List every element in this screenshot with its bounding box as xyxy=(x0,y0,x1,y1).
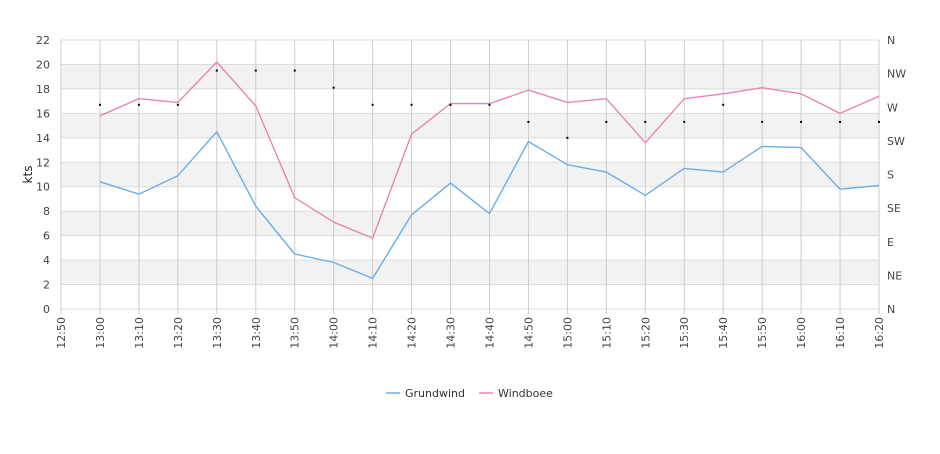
x-tick-label: 14:10 xyxy=(367,317,380,349)
x-tick-label: 15:00 xyxy=(561,317,574,349)
y2-tick-label: SW xyxy=(887,135,905,148)
direction-marker xyxy=(605,120,608,123)
y-tick-label: 10 xyxy=(36,181,50,194)
grid-band xyxy=(61,113,879,138)
y-tick-label: 14 xyxy=(36,132,50,145)
legend: Grundwind Windboee xyxy=(386,387,553,400)
x-tick-label: 13:00 xyxy=(94,317,107,349)
direction-marker xyxy=(410,103,413,106)
x-tick-label: 12:50 xyxy=(55,317,68,349)
y-tick-label: 8 xyxy=(43,205,50,218)
direction-marker xyxy=(761,120,764,123)
y-axis-ticks: 0 2 4 6 8 10 12 14 16 18 20 22 xyxy=(36,34,50,316)
x-tick-label: 15:20 xyxy=(639,317,652,349)
y-tick-label: 16 xyxy=(36,107,50,120)
y-tick-label: 12 xyxy=(36,156,50,169)
y-tick-label: 4 xyxy=(43,254,50,267)
direction-marker xyxy=(254,69,257,72)
y-tick-label: 6 xyxy=(43,230,50,243)
x-tick-label: 13:10 xyxy=(133,317,146,349)
y-axis-label: kts xyxy=(21,166,35,184)
direction-marker xyxy=(176,103,179,106)
direction-marker xyxy=(527,120,530,123)
x-tick-label: 13:40 xyxy=(250,317,263,349)
legend-label: Windboee xyxy=(498,387,553,400)
y2-tick-label: NW xyxy=(887,68,906,81)
x-tick-label: 14:20 xyxy=(406,317,419,349)
direction-marker xyxy=(722,103,725,106)
y2-tick-label: SE xyxy=(887,202,901,215)
x-tick-label: 13:20 xyxy=(172,317,185,349)
grid-band xyxy=(61,260,879,285)
series-line xyxy=(99,131,880,280)
direction-marker xyxy=(683,120,686,123)
grid-band xyxy=(61,162,879,187)
grid-band xyxy=(61,64,879,89)
vertical-gridlines xyxy=(60,40,880,314)
direction-marker xyxy=(644,120,647,123)
direction-marker xyxy=(878,120,880,123)
y2-tick-label: W xyxy=(887,101,898,114)
x-tick-label: 13:50 xyxy=(289,317,302,349)
direction-marker xyxy=(800,120,803,123)
y2-tick-label: S xyxy=(887,169,894,182)
x-tick-label: 13:30 xyxy=(211,317,224,349)
x-tick-label: 14:30 xyxy=(445,317,458,349)
legend-label: Grundwind xyxy=(405,387,465,400)
grid-bands xyxy=(61,64,879,285)
y-tick-label: 18 xyxy=(36,83,50,96)
direction-marker xyxy=(98,103,101,106)
direction-marker xyxy=(839,120,842,123)
direction-marker xyxy=(449,103,452,106)
x-tick-label: 16:20 xyxy=(873,317,886,349)
grid-band xyxy=(61,211,879,236)
y2-tick-label: NE xyxy=(887,269,902,282)
x-tick-label: 14:50 xyxy=(522,317,535,349)
x-tick-label: 14:40 xyxy=(483,317,496,349)
y2-tick-label: E xyxy=(887,236,894,249)
direction-marker xyxy=(488,103,491,106)
x-tick-label: 15:40 xyxy=(717,317,730,349)
direction-marker xyxy=(371,103,374,106)
x-tick-label: 15:30 xyxy=(678,317,691,349)
y-tick-label: 2 xyxy=(43,279,50,292)
series-line xyxy=(99,61,880,239)
x-axis-ticks: 12:50 13:00 13:10 13:20 13:30 13:40 13:50 14:00… xyxy=(55,317,886,349)
x-tick-label: 15:10 xyxy=(600,317,613,349)
x-tick-label: 14:00 xyxy=(328,317,341,349)
x-tick-label: 15:50 xyxy=(756,317,769,349)
x-tick-label: 16:10 xyxy=(834,317,847,349)
y-tick-label: 20 xyxy=(36,58,50,71)
y2-axis-ticks: N NE E SE S SW W NW N xyxy=(887,34,906,316)
direction-marker xyxy=(215,69,218,72)
y2-tick-label: N xyxy=(887,34,895,47)
direction-marker xyxy=(566,136,569,139)
direction-marker xyxy=(137,103,140,106)
direction-marker xyxy=(293,69,296,72)
y-tick-label: 22 xyxy=(36,34,50,47)
direction-markers xyxy=(98,69,880,139)
y-tick-label: 0 xyxy=(43,303,50,316)
direction-marker xyxy=(332,86,335,89)
x-tick-label: 16:00 xyxy=(795,317,808,349)
horizontal-gridlines xyxy=(61,39,879,310)
series-lines xyxy=(99,61,880,280)
y2-tick-label: N xyxy=(887,303,895,316)
